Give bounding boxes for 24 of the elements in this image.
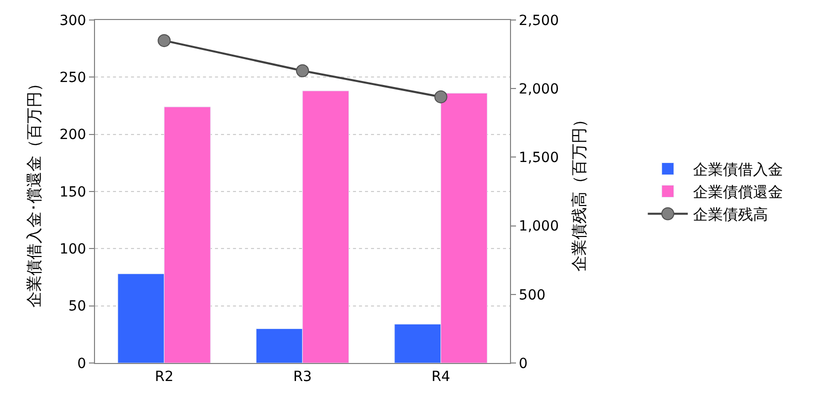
- y-tick-label: 50: [68, 298, 86, 315]
- y-tick-label: 100: [59, 242, 86, 258]
- legend-label: 企業債借入金: [692, 160, 783, 179]
- x-tick-label: R3: [293, 368, 312, 385]
- y2-tick-label: 2,500: [518, 12, 559, 29]
- y-tick-label: 250: [59, 70, 86, 86]
- y2-tick-label: 0: [518, 356, 528, 372]
- y2-axis-title: 企業債残高（百万円）: [570, 112, 589, 272]
- point: [158, 34, 171, 48]
- legend-label: 企業債残高: [692, 206, 768, 224]
- y-axis-title: 企業債借入金･償還金（百万円）: [24, 76, 44, 308]
- point: [296, 64, 309, 78]
- y-tick-label: 0: [77, 356, 86, 372]
- y-tick-label: 300: [59, 12, 86, 29]
- y-tick-label: 150: [59, 184, 86, 200]
- point: [434, 90, 448, 104]
- x-tick-label: R4: [432, 368, 450, 385]
- y2-tick-label: 500: [518, 287, 546, 304]
- x-tick-label: R2: [154, 368, 174, 385]
- legend-label: 企業債償還金: [692, 183, 783, 202]
- y2-tick-label: 1,000: [518, 218, 559, 235]
- y2-tick-label: 2,000: [518, 82, 559, 98]
- y-tick-label: 200: [59, 127, 86, 144]
- y2-tick-label: 1,500: [518, 150, 559, 166]
